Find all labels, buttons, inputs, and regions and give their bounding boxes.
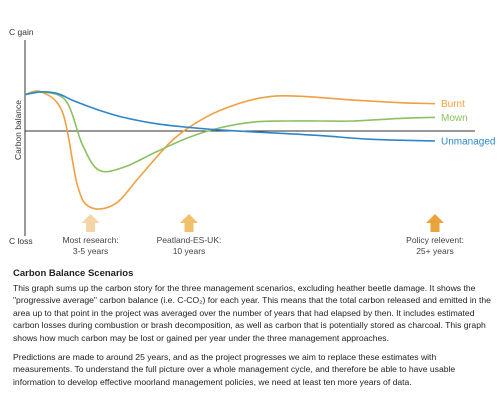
timeframe-marker: Peatland-ES-UK:10 years (157, 214, 222, 256)
series-layer: Burnt Mown Unmanaged (24, 90, 495, 210)
unmanaged-line (24, 91, 436, 142)
y-top-label: C gain (9, 27, 34, 37)
carbon-balance-chart: C gain C loss Carbon balance Burnt Mown Un… (9, 27, 495, 256)
description-block: Carbon Balance Scenarios This graph sums… (13, 268, 493, 394)
burnt-series-label: Burnt (441, 99, 465, 110)
timeframe-marker-label: Policy relevent: (406, 235, 464, 245)
up-arrow-icon (426, 214, 444, 232)
description-paragraph-2: Predictions are made to around 25 years,… (13, 351, 456, 387)
unmanaged-series-label: Unmanaged (441, 137, 495, 148)
up-arrow-icon (180, 214, 198, 232)
mown-line (24, 90, 436, 173)
y-axis-title: Carbon balance (13, 100, 23, 160)
timeframe-marker: Policy relevent:25+ years (406, 214, 464, 256)
mown-series-label: Mown (441, 113, 468, 124)
timeframe-marker-label: 3-5 years (73, 246, 108, 256)
y-bottom-label: C loss (9, 236, 33, 246)
description-paragraph-1: This graph sums up the carbon story for … (13, 282, 491, 343)
timeframe-marker-label: Most research: (62, 235, 118, 245)
up-arrow-icon (81, 214, 100, 232)
burnt-line (24, 90, 436, 210)
timeframe-marker-label: 25+ years (416, 246, 454, 256)
marker-layer: Most research:3-5 years Peatland-ES-UK:10… (62, 214, 464, 256)
timeframe-marker-label: Peatland-ES-UK: (157, 235, 222, 245)
timeframe-marker-label: 10 years (173, 246, 206, 256)
description-heading: Carbon Balance Scenarios (13, 268, 134, 279)
timeframe-marker: Most research:3-5 years (62, 214, 119, 256)
